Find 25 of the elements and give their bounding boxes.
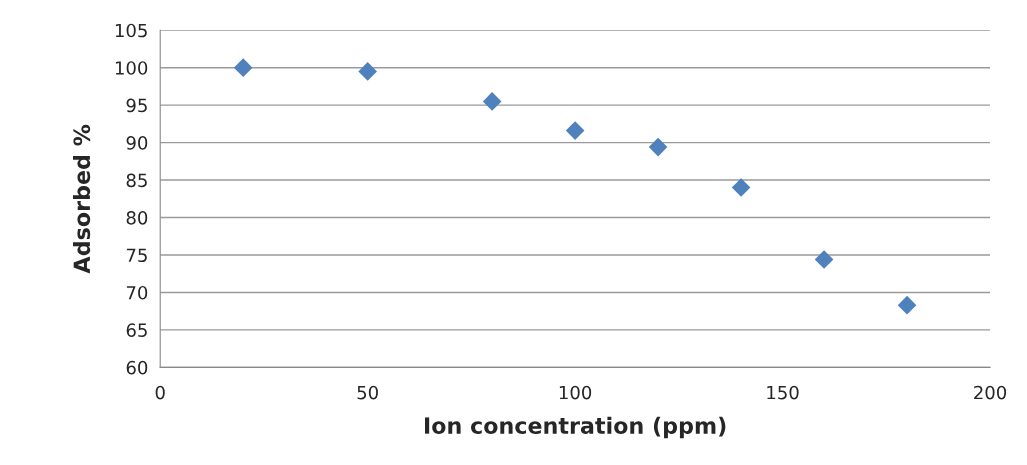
y-tick-label: 75 [126,248,147,263]
y-tick-label: 105 [115,23,147,38]
point [648,137,668,157]
x-axis-title: Ion concentration (ppm) [424,416,726,439]
y-tick-label: 100 [115,61,148,75]
point [233,58,253,77]
y-tick-label: 85 [126,173,147,188]
x-tick-label: 100 [559,385,592,400]
y-tick-label: 90 [126,136,148,150]
y-axis-title: Adsorbed % [72,124,91,274]
point [814,250,834,269]
x-tick-label: 200 [974,385,1007,400]
point [731,178,751,197]
x-tick-label: 0 [155,385,165,400]
y-tick-label: 65 [126,323,147,338]
x-tick-label: 50 [357,385,378,400]
point [565,121,585,140]
y-tick-label: 95 [126,98,147,113]
y-tick-label: 60 [126,360,148,375]
y-tick-label: 70 [126,285,148,300]
point [482,92,502,111]
point [358,62,377,81]
point [897,295,917,315]
x-tick-label: 150 [767,385,799,400]
y-tick-label: 80 [126,210,148,225]
